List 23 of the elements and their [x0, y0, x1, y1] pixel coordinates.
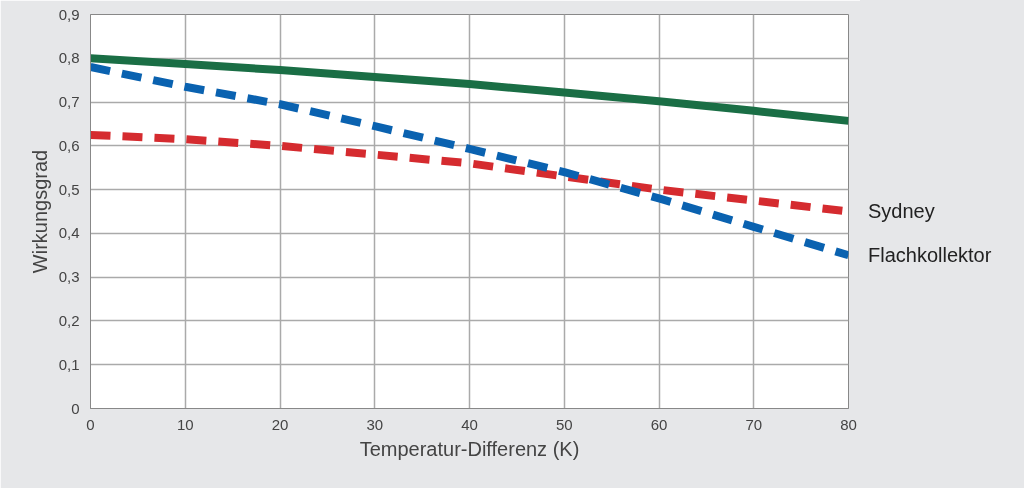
y-tick-label: 0,4 — [58, 224, 80, 242]
y-axis-title: Wirkungsgrad — [28, 149, 51, 274]
x-tick-label: 30 — [366, 415, 384, 433]
x-axis-title: Temperatur-Differenz (K) — [359, 437, 580, 460]
series-label: Flachkollektor — [868, 242, 992, 268]
x-tick-label: 80 — [840, 415, 857, 433]
x-tick-label: 10 — [176, 415, 194, 433]
y-tick-label: 0,8 — [58, 49, 80, 67]
y-tick-label: 0,2 — [58, 311, 80, 329]
x-tick-label: 0 — [86, 415, 95, 433]
y-tick-label: 0,3 — [58, 268, 80, 286]
x-tick-label: 50 — [555, 415, 573, 433]
x-tick-label: 60 — [650, 415, 668, 433]
x-tick-label: 20 — [271, 415, 289, 433]
y-tick-label: 0,6 — [58, 136, 80, 154]
y-tick-label: 0,5 — [58, 180, 80, 198]
series-label: Sydney — [868, 198, 935, 224]
x-tick-label: 70 — [745, 415, 763, 433]
y-tick-label: 0,1 — [58, 355, 80, 373]
y-tick-label: 0 — [71, 399, 80, 417]
x-tick-label: 40 — [461, 415, 478, 433]
y-tick-label: 0,7 — [58, 93, 80, 111]
y-tick-label: 0,9 — [58, 5, 80, 23]
